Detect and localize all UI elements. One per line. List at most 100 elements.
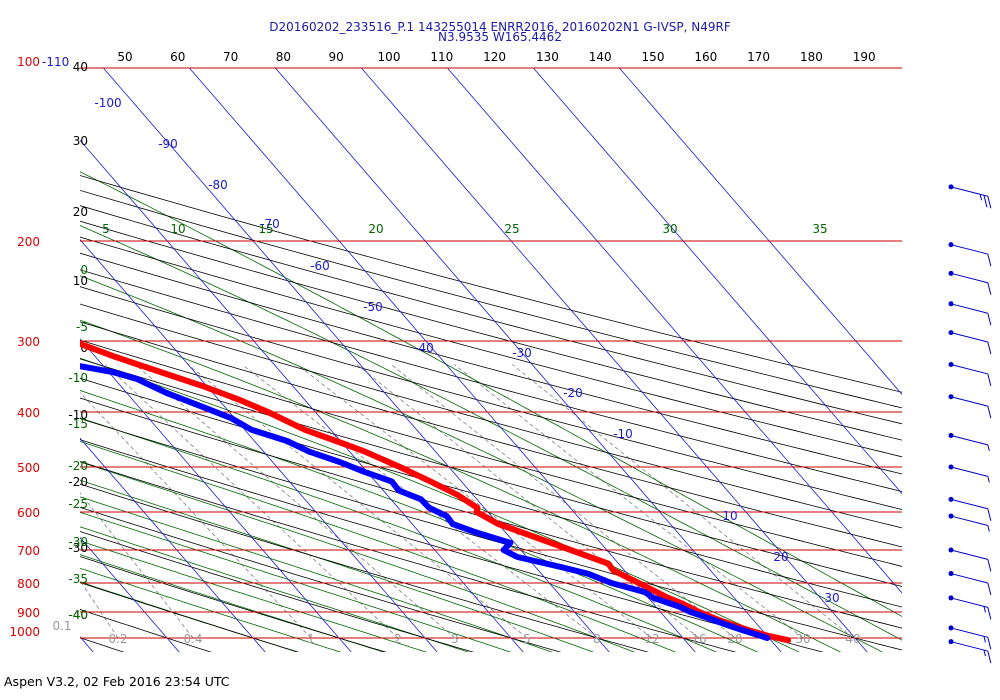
pressure-label: 500: [17, 461, 40, 475]
isotherm-line: [360, 68, 868, 652]
moist-adiabat-line: [80, 554, 385, 652]
mixing-ratio-label: 1: [307, 632, 315, 646]
top-scale-label: 130: [536, 50, 559, 64]
dry-adiabat-line: [80, 530, 475, 652]
moist-adiabat-top-label: 20: [368, 222, 383, 236]
dry-adiabat-line: [80, 189, 902, 409]
mixing-ratio-line: [104, 364, 399, 639]
mixing-ratio-line: [134, 364, 456, 639]
wind-barbs: [948, 184, 992, 664]
theta-label: -30: [68, 541, 88, 555]
top-scale-label: 110: [430, 50, 453, 64]
moist-adiabat-label: 0: [80, 263, 88, 277]
mixing-ratio-line: [296, 364, 653, 639]
isotherms: [80, 68, 902, 652]
theta-label: -40: [68, 608, 88, 622]
top-scale-label: 80: [276, 50, 291, 64]
pressure-label: 100: [17, 55, 40, 69]
wind-barb-flag: [987, 582, 992, 596]
moist-adiabat-label: -40: [68, 608, 88, 622]
moist-adiabat-top-label: 10: [170, 222, 185, 236]
theta-label: -20: [68, 475, 88, 489]
wind-barb-flag: [987, 313, 992, 326]
mixing-ratio-label: 2: [394, 632, 402, 646]
dry-adiabat-line: [80, 609, 212, 652]
pressure-label-extra: -110: [42, 55, 69, 69]
top-scale-label: 180: [800, 50, 823, 64]
moist-adiabat-top-label: 15: [258, 222, 273, 236]
pressure-label: 900: [17, 606, 40, 620]
moist-adiabat-label: -10: [68, 371, 88, 385]
theta-label: 10: [73, 274, 88, 288]
dry-adiabat-line: [80, 377, 902, 608]
dry-adiabat-line: [80, 339, 902, 567]
wind-barb-shaft: [950, 515, 988, 526]
mixing-ratio-label: 0.4: [183, 632, 202, 646]
wind-barb-shaft: [950, 549, 988, 560]
mixing-ratio-line: [453, 364, 804, 639]
mixing-ratio-label: 16: [691, 632, 706, 646]
wind-barb-flag: [983, 606, 986, 613]
mixing-ratio-label: 5: [523, 632, 531, 646]
isotherm-line: [80, 338, 352, 652]
moist-adiabat-line: [80, 496, 553, 652]
sounding-profiles: [80, 340, 792, 644]
wind-barb-shaft: [950, 303, 988, 314]
mixing-ratio-label: 30: [795, 632, 810, 646]
moist-adiabat-line: [80, 440, 677, 652]
dry-adiabat-line: [80, 582, 300, 652]
mixing-ratio-label: 8: [593, 632, 601, 646]
moist-adiabat-line: [80, 417, 718, 652]
mixing-ratio-line: [80, 492, 194, 639]
wind-barb-flag: [987, 607, 992, 620]
isotherm-label: -60: [310, 259, 330, 273]
dewpoint-profile: [80, 363, 771, 641]
isotherm-label: 20: [773, 550, 788, 564]
isotherm-label: 30: [824, 591, 839, 605]
wind-barb-flag: [987, 253, 992, 267]
moist-adiabat-label: -15: [68, 417, 88, 431]
isotherm-label: 10: [722, 509, 737, 523]
wind-barb-flag: [987, 282, 992, 295]
isotherm-line: [80, 239, 438, 652]
isotherm-line: [446, 68, 902, 594]
top-scale-label: 160: [694, 50, 717, 64]
dry-adiabat-line: [80, 303, 902, 529]
mixing-ratio-label: 0.1: [52, 619, 71, 633]
dry-adiabat-line: [0, 0, 64, 662]
mixing-ratio-label: 40: [845, 632, 860, 646]
mixing-ratio-line: [511, 364, 854, 639]
top-scale-label: 60: [170, 50, 185, 64]
dry-adiabat-line: [80, 175, 902, 393]
isotherm-line: [80, 139, 524, 652]
pressure-label: 800: [17, 577, 40, 591]
moist-adiabat-top-label: 35: [812, 222, 827, 236]
moist-adiabat-line: [80, 275, 883, 652]
top-scale-label: 120: [483, 50, 506, 64]
moist-adiabat-line: [80, 479, 595, 652]
top-scale-label: 90: [329, 50, 344, 64]
dry-adiabat-line: [80, 220, 902, 441]
wind-barb-flag: [987, 525, 990, 532]
moist-adiabat-line: [80, 390, 759, 652]
wind-barb-shaft: [950, 641, 988, 652]
wind-barb-flag: [983, 636, 986, 643]
moist-adiabat-line: [80, 461, 636, 652]
top-scale-label: 140: [589, 50, 612, 64]
theta-label: 20: [73, 205, 88, 219]
dry-adiabat-line: [80, 321, 902, 548]
mixing-ratio-label: 3: [451, 632, 459, 646]
isotherm-label: -100: [94, 96, 121, 110]
moist-adiabat-label: -30: [68, 535, 88, 549]
moist-adiabat-label: -20: [68, 459, 88, 473]
wind-barb-flag: [987, 637, 992, 650]
wind-barb-flag: [987, 444, 990, 452]
pressure-label: 400: [17, 406, 40, 420]
wind-barb-flag: [987, 508, 992, 521]
wind-barb-shaft: [950, 597, 988, 608]
moist-adiabat-label: -5: [76, 320, 88, 334]
wind-barb-shaft: [950, 627, 988, 638]
moist-adiabat-top-label: 5: [102, 222, 110, 236]
isotherm-line: [80, 437, 266, 652]
